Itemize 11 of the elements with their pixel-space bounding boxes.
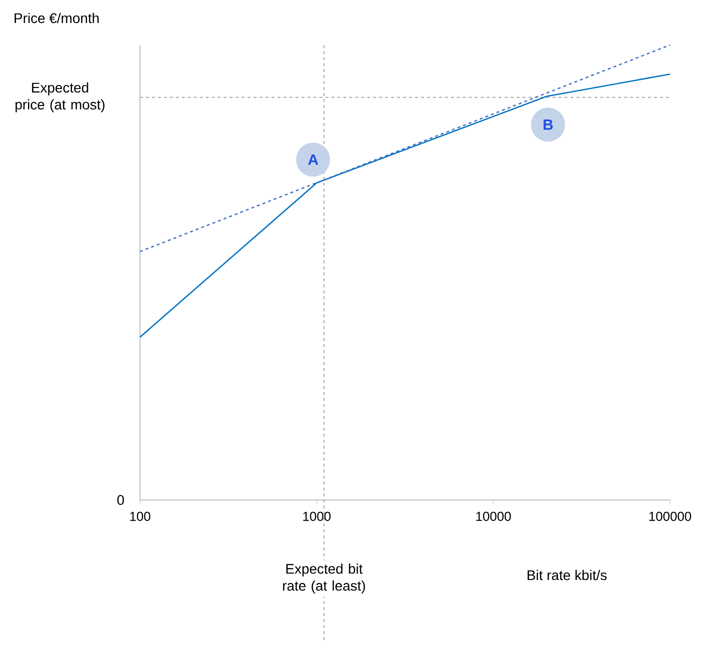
text: 0 <box>117 495 124 505</box>
x-tick-label: 100000 <box>649 512 692 521</box>
ref-line-label: Expected price (at most) <box>16 82 104 112</box>
x-tick-label: 10000 <box>476 512 511 521</box>
annotation: A <box>308 154 318 165</box>
annotation: B <box>544 119 553 130</box>
y-axis-title: Price €/month <box>14 12 99 24</box>
x-tick-label: 100 <box>130 512 150 521</box>
x-tick-label: 1000 <box>303 512 331 521</box>
ref-line-label: Expected bit rate (at least) <box>283 564 365 594</box>
x-axis-title: Bit rate kbit/s <box>528 570 607 580</box>
